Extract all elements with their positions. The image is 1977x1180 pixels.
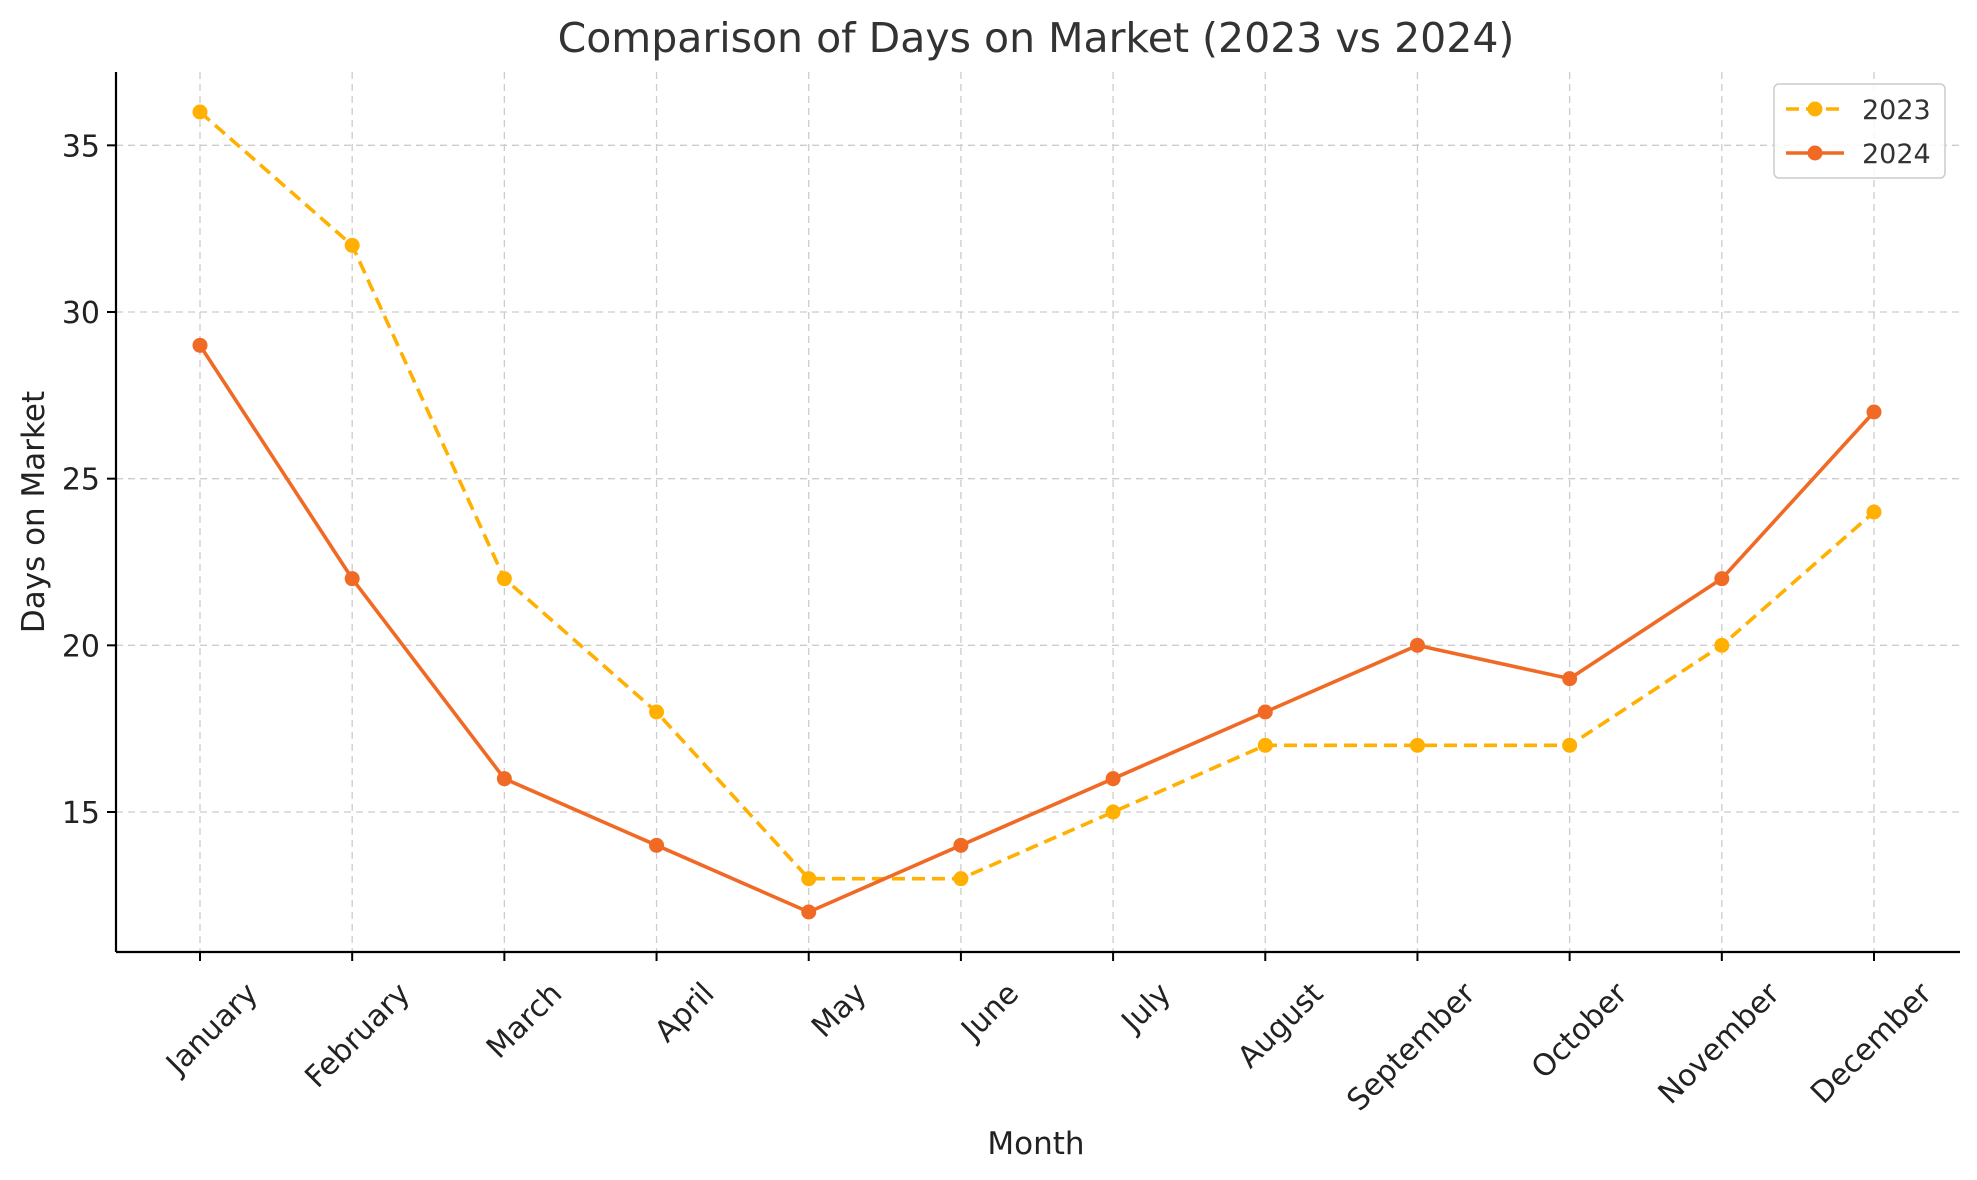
- data-point-2024: [344, 571, 360, 587]
- y-tick-label: 15: [62, 796, 100, 831]
- data-point-2023: [1866, 504, 1882, 520]
- series: [192, 104, 1882, 920]
- data-point-2024: [1562, 671, 1578, 687]
- data-point-2024: [1714, 571, 1730, 587]
- data-point-2024: [1257, 704, 1273, 720]
- data-point-2023: [801, 871, 817, 887]
- data-point-2024: [801, 904, 817, 920]
- legend-label-2023: 2023: [1862, 95, 1931, 126]
- x-tick-label: March: [480, 976, 569, 1065]
- y-axis-label: Days on Market: [16, 391, 52, 633]
- data-point-2023: [192, 104, 208, 120]
- grid: [116, 72, 1960, 952]
- data-point-2023: [344, 237, 360, 253]
- x-tick-label: November: [1652, 976, 1788, 1112]
- data-point-2024: [1409, 637, 1425, 653]
- data-point-2023: [1257, 737, 1273, 753]
- y-tick-label: 30: [62, 296, 100, 331]
- data-point-2023: [1562, 737, 1578, 753]
- x-tick-label: January: [158, 976, 265, 1083]
- x-axis-label: Month: [987, 1126, 1084, 1162]
- y-tick-label: 25: [62, 463, 100, 498]
- data-point-2024: [496, 771, 512, 787]
- data-point-2024: [953, 837, 969, 853]
- x-tick-label: February: [298, 976, 417, 1095]
- data-point-2024: [649, 837, 665, 853]
- data-point-2023: [1409, 737, 1425, 753]
- data-point-2023: [1105, 804, 1121, 820]
- series-line-2023: [198, 110, 1876, 881]
- legend-label-2024: 2024: [1862, 139, 1931, 170]
- axes: 15 20 25 30 35 January February March April May Ju…: [62, 72, 1960, 1118]
- x-tick-label: October: [1525, 976, 1635, 1086]
- series-line-2024: [198, 344, 1876, 914]
- y-tick-label: 35: [62, 129, 100, 164]
- data-point-2024: [1105, 771, 1121, 787]
- legend-marker-2024: [1807, 145, 1823, 161]
- data-point-2024: [192, 337, 208, 353]
- x-tick-label: December: [1804, 976, 1939, 1111]
- data-point-2023: [953, 871, 969, 887]
- x-tick-label: April: [648, 976, 721, 1049]
- y-tick-label: 20: [62, 629, 100, 664]
- x-tick-label: July: [1114, 976, 1178, 1040]
- chart-title: Comparison of Days on Market (2023 vs 20…: [558, 14, 1515, 62]
- x-tick-label: August: [1231, 976, 1330, 1075]
- x-tick-label: September: [1340, 976, 1482, 1118]
- legend: 2023 2024: [1773, 83, 1946, 179]
- data-point-2023: [496, 571, 512, 587]
- data-point-2023: [1714, 637, 1730, 653]
- data-point-2024: [1866, 404, 1882, 420]
- x-tick-label: June: [953, 976, 1025, 1048]
- data-point-2023: [649, 704, 665, 720]
- x-tick-label: May: [805, 976, 874, 1045]
- legend-marker-2023: [1807, 101, 1823, 117]
